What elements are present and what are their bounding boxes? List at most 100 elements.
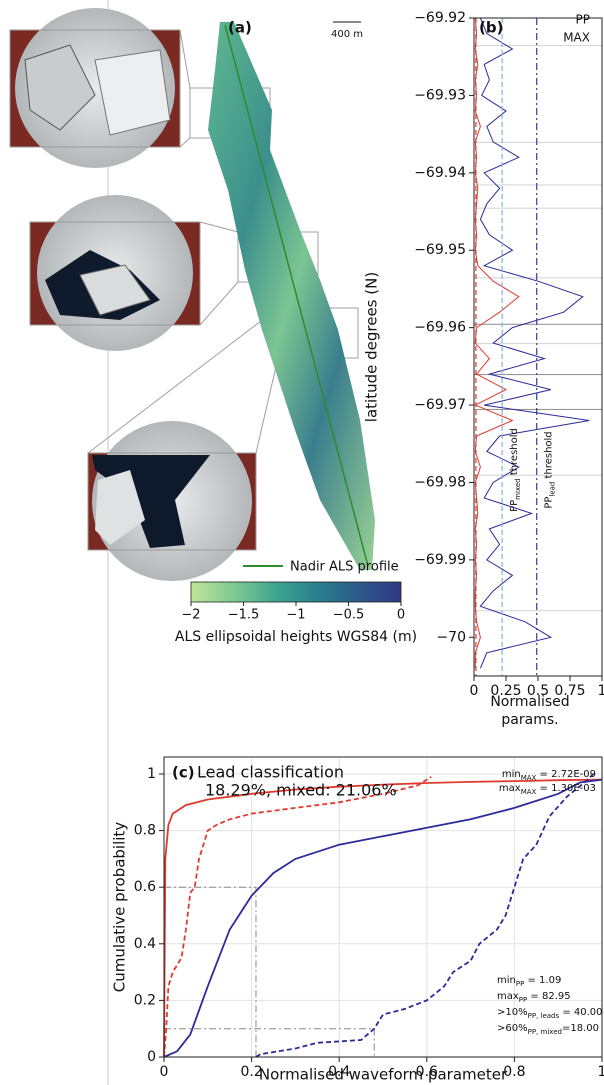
threshold-label: PPmixed threshold [509, 428, 522, 512]
series-line [474, 17, 520, 669]
lead-band [474, 207, 602, 209]
lead-band [474, 323, 602, 325]
x-tick-label: 0 [470, 683, 479, 699]
y-tick-label: −69.97 [414, 397, 466, 413]
photo-1 [9, 8, 181, 168]
annotation-main: >10% [497, 1007, 528, 1018]
x-tick-label: 0.25 [490, 683, 521, 699]
plot-frame [163, 756, 603, 1058]
photo-2 [29, 195, 201, 351]
y-tick-label: −70 [436, 629, 466, 645]
annotation: minMAX = 2.72E-09 [502, 769, 596, 782]
cdf-line [163, 778, 603, 1058]
lead-band [474, 474, 602, 476]
series-line [479, 17, 590, 669]
annotation: maxPP = 82.95 [497, 991, 571, 1004]
nadir-profile [224, 24, 369, 567]
legend-label: MAX [563, 31, 590, 45]
annotation: maxMAX = 1.30E-03 [499, 783, 596, 796]
annotation-rest: =18.00 [562, 1023, 599, 1034]
annotation-rest: = 2.72E-09 [536, 769, 596, 780]
annotation-rest: = 40.00 [559, 1007, 602, 1018]
threshold-label-main: PP [509, 500, 520, 512]
y-axis-label: latitude degrees (N) [363, 272, 381, 422]
colorbar-tick-label: −0.5 [333, 608, 365, 623]
y-tick-label: 0.4 [134, 936, 156, 952]
chart-subtitle: 18.29%, mixed: 21.06% [205, 781, 397, 800]
guide-line [164, 1028, 375, 1057]
lead-band [474, 184, 602, 186]
annotation-main: >60% [497, 1023, 528, 1034]
y-tick-label: 0.8 [134, 823, 156, 839]
legend-label: Nadir ALS profile [290, 560, 399, 575]
annotation-sub: MAX [521, 788, 537, 796]
cdf-line [255, 773, 594, 1058]
plot-frame [473, 17, 603, 677]
cdf-line [163, 776, 432, 1058]
y-tick-label: −69.95 [414, 242, 466, 258]
x-tick-label: 0.75 [554, 683, 585, 699]
annotation: >60%PP, mixed=18.00 [497, 1023, 599, 1036]
x-tick-label: 1 [598, 1064, 604, 1080]
lead-band [474, 277, 602, 279]
y-tick-label: −69.96 [414, 320, 466, 336]
lead-band [474, 374, 602, 376]
colorbar-tick-label: 0 [397, 608, 405, 623]
x-axis-label: Normalised waveform parameter [259, 1066, 508, 1084]
y-tick-label: 0.6 [134, 879, 156, 895]
photo-3 [87, 421, 257, 581]
threshold-label-rest: threshold [509, 428, 520, 478]
annotation-main: min [497, 975, 516, 986]
lead-band [474, 45, 602, 47]
panel-label: (b) [479, 19, 503, 37]
threshold-label-sub: lead [549, 482, 557, 497]
annotation-sub: MAX [521, 774, 537, 782]
annotation-main: max [497, 991, 519, 1002]
y-tick-label: 0 [147, 1049, 156, 1065]
x-tick-label: 1 [598, 683, 604, 699]
panel-label: (c) [172, 764, 195, 782]
y-tick-label: 0.2 [134, 992, 156, 1008]
x-tick-label: 0.6 [416, 1064, 438, 1080]
threshold-label-rest: threshold [544, 431, 555, 481]
guide-line [164, 886, 257, 1057]
threshold-label-sub: mixed [514, 478, 522, 499]
x-axis-label: params. [501, 712, 558, 728]
y-tick-label: −69.93 [414, 87, 466, 103]
x-tick-label: 0.8 [503, 1064, 525, 1080]
x-tick-label: 0 [160, 1064, 169, 1080]
lead-band [474, 610, 602, 612]
colorbar-label: ALS ellipsoidal heights WGS84 (m) [175, 629, 417, 645]
cdf-line [163, 778, 603, 1058]
colorbar-tick-label: −1 [286, 608, 305, 623]
lead-band [474, 343, 602, 345]
y-tick-label: −69.92 [414, 10, 466, 26]
lead-band [474, 141, 602, 143]
chart-title: Lead classification [197, 763, 344, 782]
x-tick-label: 0.4 [328, 1064, 350, 1080]
y-tick-label: −69.94 [414, 165, 466, 181]
y-tick-label: −69.99 [414, 552, 466, 568]
annotation-rest: = 82.95 [527, 991, 570, 1002]
annotation-rest: = 1.30E-03 [536, 783, 596, 794]
colorbar-tick-label: −2 [181, 608, 200, 623]
annotation-sub: PP, mixed [528, 1028, 562, 1036]
annotation-sub: PP, leads [528, 1012, 560, 1020]
legend-label: PP [576, 13, 590, 27]
y-axis-label: Cumulative probability [111, 822, 129, 993]
panel-label: (a) [228, 19, 252, 37]
annotation-main: max [499, 783, 521, 794]
annotation: >10%PP, leads = 40.00 [497, 1007, 603, 1020]
annotation-main: min [502, 769, 521, 780]
annotation-sub: PP [516, 980, 524, 988]
annotation-sub: PP [519, 996, 527, 1004]
x-tick-label: 0.2 [240, 1064, 262, 1080]
colorbar-tick-label: −1.5 [228, 608, 260, 623]
annotation-rest: = 1.09 [524, 975, 561, 986]
x-tick-label: 0.5 [527, 683, 549, 699]
y-tick-label: −69.98 [414, 474, 466, 490]
scale-bar-label: 400 m [331, 29, 363, 40]
threshold-label-main: PP [544, 497, 555, 509]
